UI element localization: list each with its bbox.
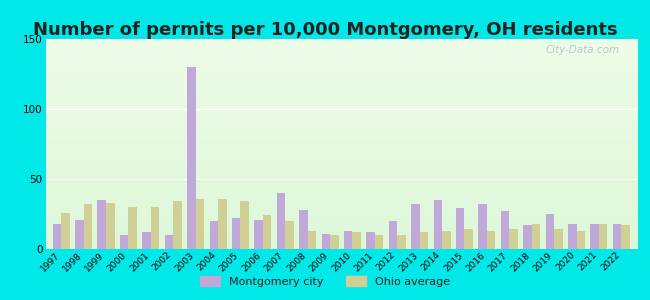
Bar xyxy=(510,230,518,249)
Bar xyxy=(411,204,420,249)
Bar xyxy=(330,235,339,249)
Bar xyxy=(352,232,361,249)
Bar xyxy=(254,220,263,249)
Bar xyxy=(240,201,249,249)
Bar xyxy=(590,224,599,249)
Bar xyxy=(129,207,137,249)
Bar xyxy=(487,231,495,249)
Bar xyxy=(389,221,397,249)
Legend: Montgomery city, Ohio average: Montgomery city, Ohio average xyxy=(196,272,454,291)
Bar xyxy=(434,200,442,249)
Bar xyxy=(532,224,540,249)
Text: City-Data.com: City-Data.com xyxy=(545,45,619,55)
Bar xyxy=(545,214,554,249)
Bar xyxy=(367,232,375,249)
Bar xyxy=(307,231,316,249)
Bar xyxy=(218,199,227,249)
Bar xyxy=(263,215,271,249)
Bar xyxy=(106,203,114,249)
Bar xyxy=(173,201,182,249)
Bar xyxy=(523,225,532,249)
Bar xyxy=(151,207,159,249)
Bar xyxy=(456,208,465,249)
Bar xyxy=(84,204,92,249)
Bar xyxy=(613,224,621,249)
Bar xyxy=(344,231,352,249)
Bar xyxy=(375,235,383,249)
Bar xyxy=(442,231,450,249)
Bar xyxy=(554,230,563,249)
Bar xyxy=(621,225,630,249)
Bar xyxy=(53,224,61,249)
Bar xyxy=(196,199,204,249)
Text: Number of permits per 10,000 Montgomery, OH residents: Number of permits per 10,000 Montgomery,… xyxy=(32,21,617,39)
Bar xyxy=(98,200,106,249)
Bar xyxy=(120,235,129,249)
Bar xyxy=(187,67,196,249)
Bar xyxy=(277,193,285,249)
Bar xyxy=(478,204,487,249)
Bar xyxy=(568,224,577,249)
Bar xyxy=(75,220,84,249)
Bar xyxy=(209,221,218,249)
Bar xyxy=(500,211,510,249)
Bar xyxy=(465,230,473,249)
Bar xyxy=(420,232,428,249)
Bar xyxy=(142,232,151,249)
Bar xyxy=(232,218,240,249)
Bar xyxy=(61,213,70,249)
Bar xyxy=(299,210,307,249)
Bar xyxy=(285,221,294,249)
Bar xyxy=(164,235,173,249)
Bar xyxy=(322,234,330,249)
Bar xyxy=(397,235,406,249)
Bar xyxy=(577,231,585,249)
Bar xyxy=(599,224,607,249)
